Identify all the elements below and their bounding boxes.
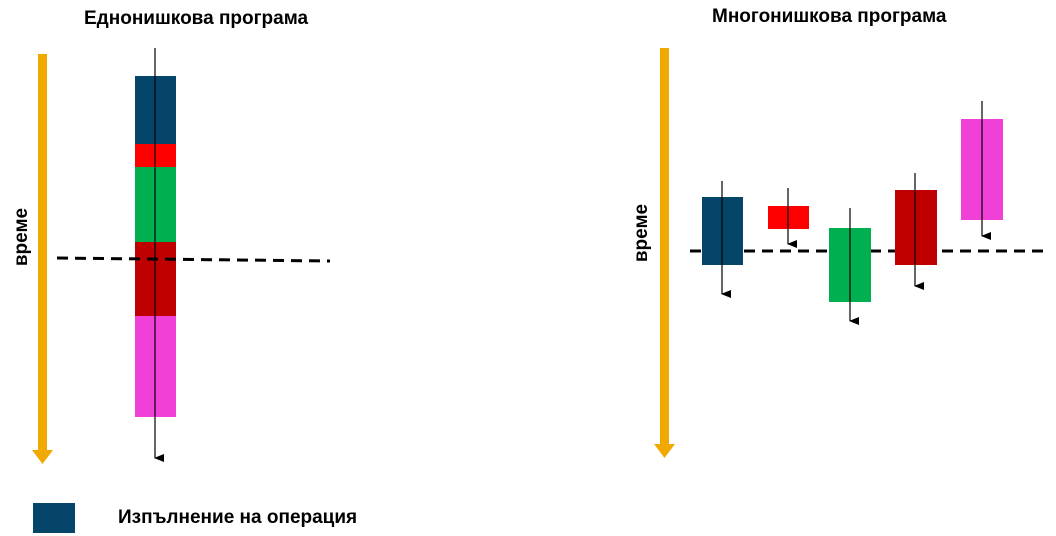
multi-thread-time-arrow (654, 48, 675, 458)
operation-block-dark-red (895, 190, 937, 265)
thread-3 (829, 208, 871, 325)
thread-1 (702, 181, 743, 298)
thread-5 (961, 101, 1003, 240)
legend-label: Изпълнение на операция (118, 507, 358, 528)
multi-thread-title: Многонишкова програма (712, 6, 947, 27)
single-thread-time-arrow (32, 54, 53, 464)
single-thread-title: Еднонишкова програма (84, 8, 309, 29)
thread-2 (768, 188, 809, 248)
single-thread-dashed-line (56, 256, 331, 263)
legend-swatch (33, 503, 75, 533)
thread-4 (895, 173, 937, 290)
